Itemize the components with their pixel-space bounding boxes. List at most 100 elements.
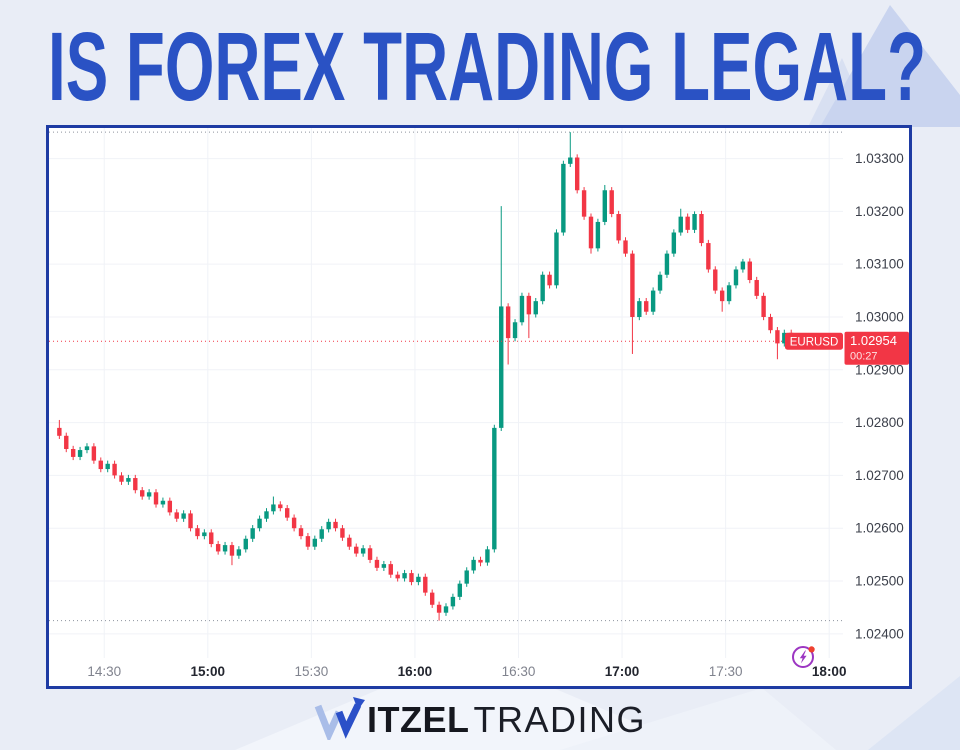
candle-body — [574, 157, 580, 191]
candle-body — [443, 606, 449, 613]
candle-body — [333, 521, 338, 529]
price-axis-label: 1.03000 — [855, 309, 904, 324]
candle-body — [699, 214, 704, 244]
price-axis-label: 1.02500 — [855, 574, 904, 589]
price-chart[interactable]: EURUSD 1.02954 00:27 1.03300 1.03200 1.03100 1… — [49, 128, 909, 686]
candle-body — [512, 322, 518, 339]
candle-body — [278, 504, 283, 509]
candle-body — [354, 546, 359, 554]
candle-body — [215, 544, 221, 552]
candle-body — [77, 450, 83, 457]
price-axis-label: 1.02700 — [855, 468, 904, 483]
candle-body — [581, 190, 587, 217]
page-title: IS FOREX TRADING LEGAL? — [48, 12, 926, 120]
symbol-tag — [785, 332, 843, 350]
candle-body — [181, 513, 186, 519]
candle-body — [740, 261, 746, 270]
price-axis-label: 1.02600 — [855, 521, 904, 536]
price-axis-label: 1.02800 — [855, 415, 904, 430]
candle-body — [395, 574, 400, 579]
candle-body — [609, 190, 614, 215]
candle-body — [140, 490, 145, 497]
candle-body — [243, 538, 248, 550]
candle-body — [775, 330, 780, 344]
candle-body — [457, 583, 463, 597]
candle-body — [57, 427, 62, 436]
candle-body — [188, 513, 193, 529]
price-axis-label: 1.03300 — [855, 151, 904, 166]
chart-frame: EURUSD 1.02954 00:27 1.03300 1.03200 1.03100 1… — [46, 125, 912, 689]
time-axis-label: 15:00 — [191, 664, 226, 679]
price-axis-label: 1.02900 — [855, 362, 904, 377]
time-axis-label: 14:30 — [87, 664, 121, 679]
candle-body — [568, 157, 573, 164]
candle-body — [650, 290, 656, 312]
candle-body — [464, 570, 469, 584]
price-axis-label: 1.03200 — [855, 204, 904, 219]
candle-body — [547, 274, 552, 286]
lightning-icon — [792, 646, 815, 668]
candle-body — [616, 214, 621, 241]
candle-body — [692, 214, 697, 230]
candle-body — [664, 253, 670, 275]
candle-body — [416, 576, 421, 583]
candle-body — [381, 564, 387, 568]
candle-body — [340, 528, 345, 538]
candle-body — [367, 548, 373, 560]
candle-body — [64, 435, 69, 450]
candle-body — [195, 528, 200, 537]
candle-body — [250, 528, 255, 539]
last-price-box — [844, 331, 909, 365]
candle-body — [236, 549, 242, 556]
brand-logo: ITZEL TRADING — [0, 694, 960, 746]
candle-body — [533, 301, 538, 315]
candle-body — [657, 274, 663, 291]
candle-body — [782, 332, 787, 344]
candle-body — [588, 216, 594, 249]
time-axis-label: 18:00 — [812, 664, 847, 679]
candle-body — [595, 221, 601, 249]
candle-body — [126, 478, 131, 482]
price-axis-label: 1.03100 — [855, 257, 904, 272]
candle-body — [319, 529, 324, 539]
logo-text-witzel: ITZEL — [367, 699, 470, 740]
candle-body — [706, 243, 711, 270]
candle-body — [298, 528, 304, 537]
candle-body — [70, 449, 76, 457]
time-axis-label: 15:30 — [294, 664, 328, 679]
candle-body — [630, 253, 635, 317]
candle-body — [450, 596, 456, 607]
candle-body — [112, 463, 117, 476]
candle-body — [602, 190, 607, 222]
candle-body — [540, 274, 545, 302]
candle-body — [202, 532, 207, 537]
candle-body — [554, 232, 559, 286]
candle-body — [153, 492, 159, 505]
lightning-button[interactable] — [789, 642, 817, 670]
candle-body — [409, 573, 414, 583]
candle-body — [209, 532, 214, 545]
candle-body — [312, 538, 318, 547]
candle-body — [519, 295, 525, 323]
candle-body — [271, 504, 276, 512]
candle-body — [264, 511, 269, 519]
candle-body — [678, 216, 683, 233]
candle-body — [644, 301, 649, 312]
candle-body — [685, 216, 690, 230]
candle-body — [360, 548, 366, 554]
logo-text-trading: TRADING — [473, 699, 646, 740]
candle-body — [167, 500, 173, 513]
candle-body — [561, 163, 566, 233]
candle-body — [229, 545, 235, 556]
candle-body — [526, 295, 532, 315]
candle-body — [492, 427, 497, 550]
candle-body — [291, 517, 297, 529]
candle-body — [485, 549, 490, 563]
candle-body — [637, 301, 642, 317]
candle-body — [174, 512, 179, 519]
candle-body — [305, 536, 311, 547]
candle-body — [754, 280, 759, 296]
candle-body — [257, 518, 262, 529]
candle-body — [326, 521, 331, 530]
candle-body — [671, 232, 677, 254]
